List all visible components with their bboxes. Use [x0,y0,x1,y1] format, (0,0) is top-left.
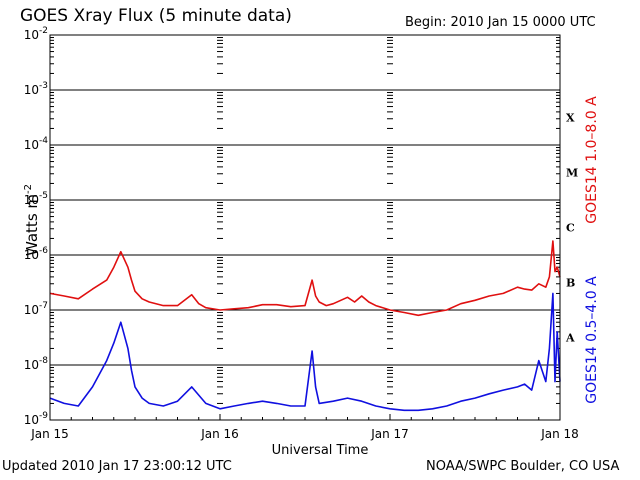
y-axis-label-text: Watts m [23,193,41,257]
y-tick-exponent: -9 [39,411,48,421]
y-tick-label: 10-7 [24,301,48,317]
y-axis-label: Watts m-2 [23,184,41,256]
y-tick-label: 10-2 [24,26,48,42]
legend-long-channel: GOES14 1.0–8.0 A [584,96,600,224]
x-tick-labels: Jan 15 Jan 16 Jan 17 Jan 18 [30,427,579,441]
series-layer [49,240,561,412]
updated-timestamp: Updated 2010 Jan 17 23:00:12 UTC [2,459,232,474]
series-line-short-channel [49,292,561,412]
x-axis-label: Universal Time [271,443,369,458]
flare-class-c: C [566,222,575,235]
y-tick-label: 10-6 [24,246,49,262]
flare-class-m: M [566,167,578,180]
x-tick-label: Jan 17 [370,427,409,441]
series-line-long-channel [49,240,561,317]
plot-frame [49,34,561,421]
flare-class-b: B [566,277,575,290]
y-tick-labels: 10-2 10-3 10-4 10-5 10-6 10-7 10-8 10-9 [24,26,49,427]
y-tick-exponent: -5 [39,191,48,201]
y-tick-label: 10-9 [24,411,49,427]
legend-short-channel: GOES14 0.5–4.0 A [584,276,600,404]
y-axis-label-sup: -2 [23,183,34,194]
y-tick-exponent: -2 [39,26,48,36]
y-tick-label: 10-4 [24,136,49,152]
y-tick-label: 10-3 [24,81,48,97]
x-tick-label: Jan 18 [540,427,579,441]
chart-title: GOES Xray Flux (5 minute data) [20,6,292,26]
y-tick-exponent: -8 [39,356,48,366]
y-tick-exponent: -6 [39,246,48,256]
begin-time: Begin: 2010 Jan 15 0000 UTC [405,15,596,30]
x-tick-label: Jan 15 [30,427,69,441]
y-tick-exponent: -4 [39,136,48,146]
flare-class-a: A [565,332,575,345]
flare-class-labels: X M C B A [565,112,578,345]
y-tick-exponent: -3 [39,81,48,91]
x-tick-label: Jan 16 [200,427,239,441]
credit-text: NOAA/SWPC Boulder, CO USA [426,459,620,474]
y-tick-label: 10-5 [24,191,48,207]
y-tick-exponent: -7 [39,301,48,311]
flare-class-x: X [566,112,575,125]
y-tick-label: 10-8 [24,356,49,372]
grid-lines [49,34,561,421]
